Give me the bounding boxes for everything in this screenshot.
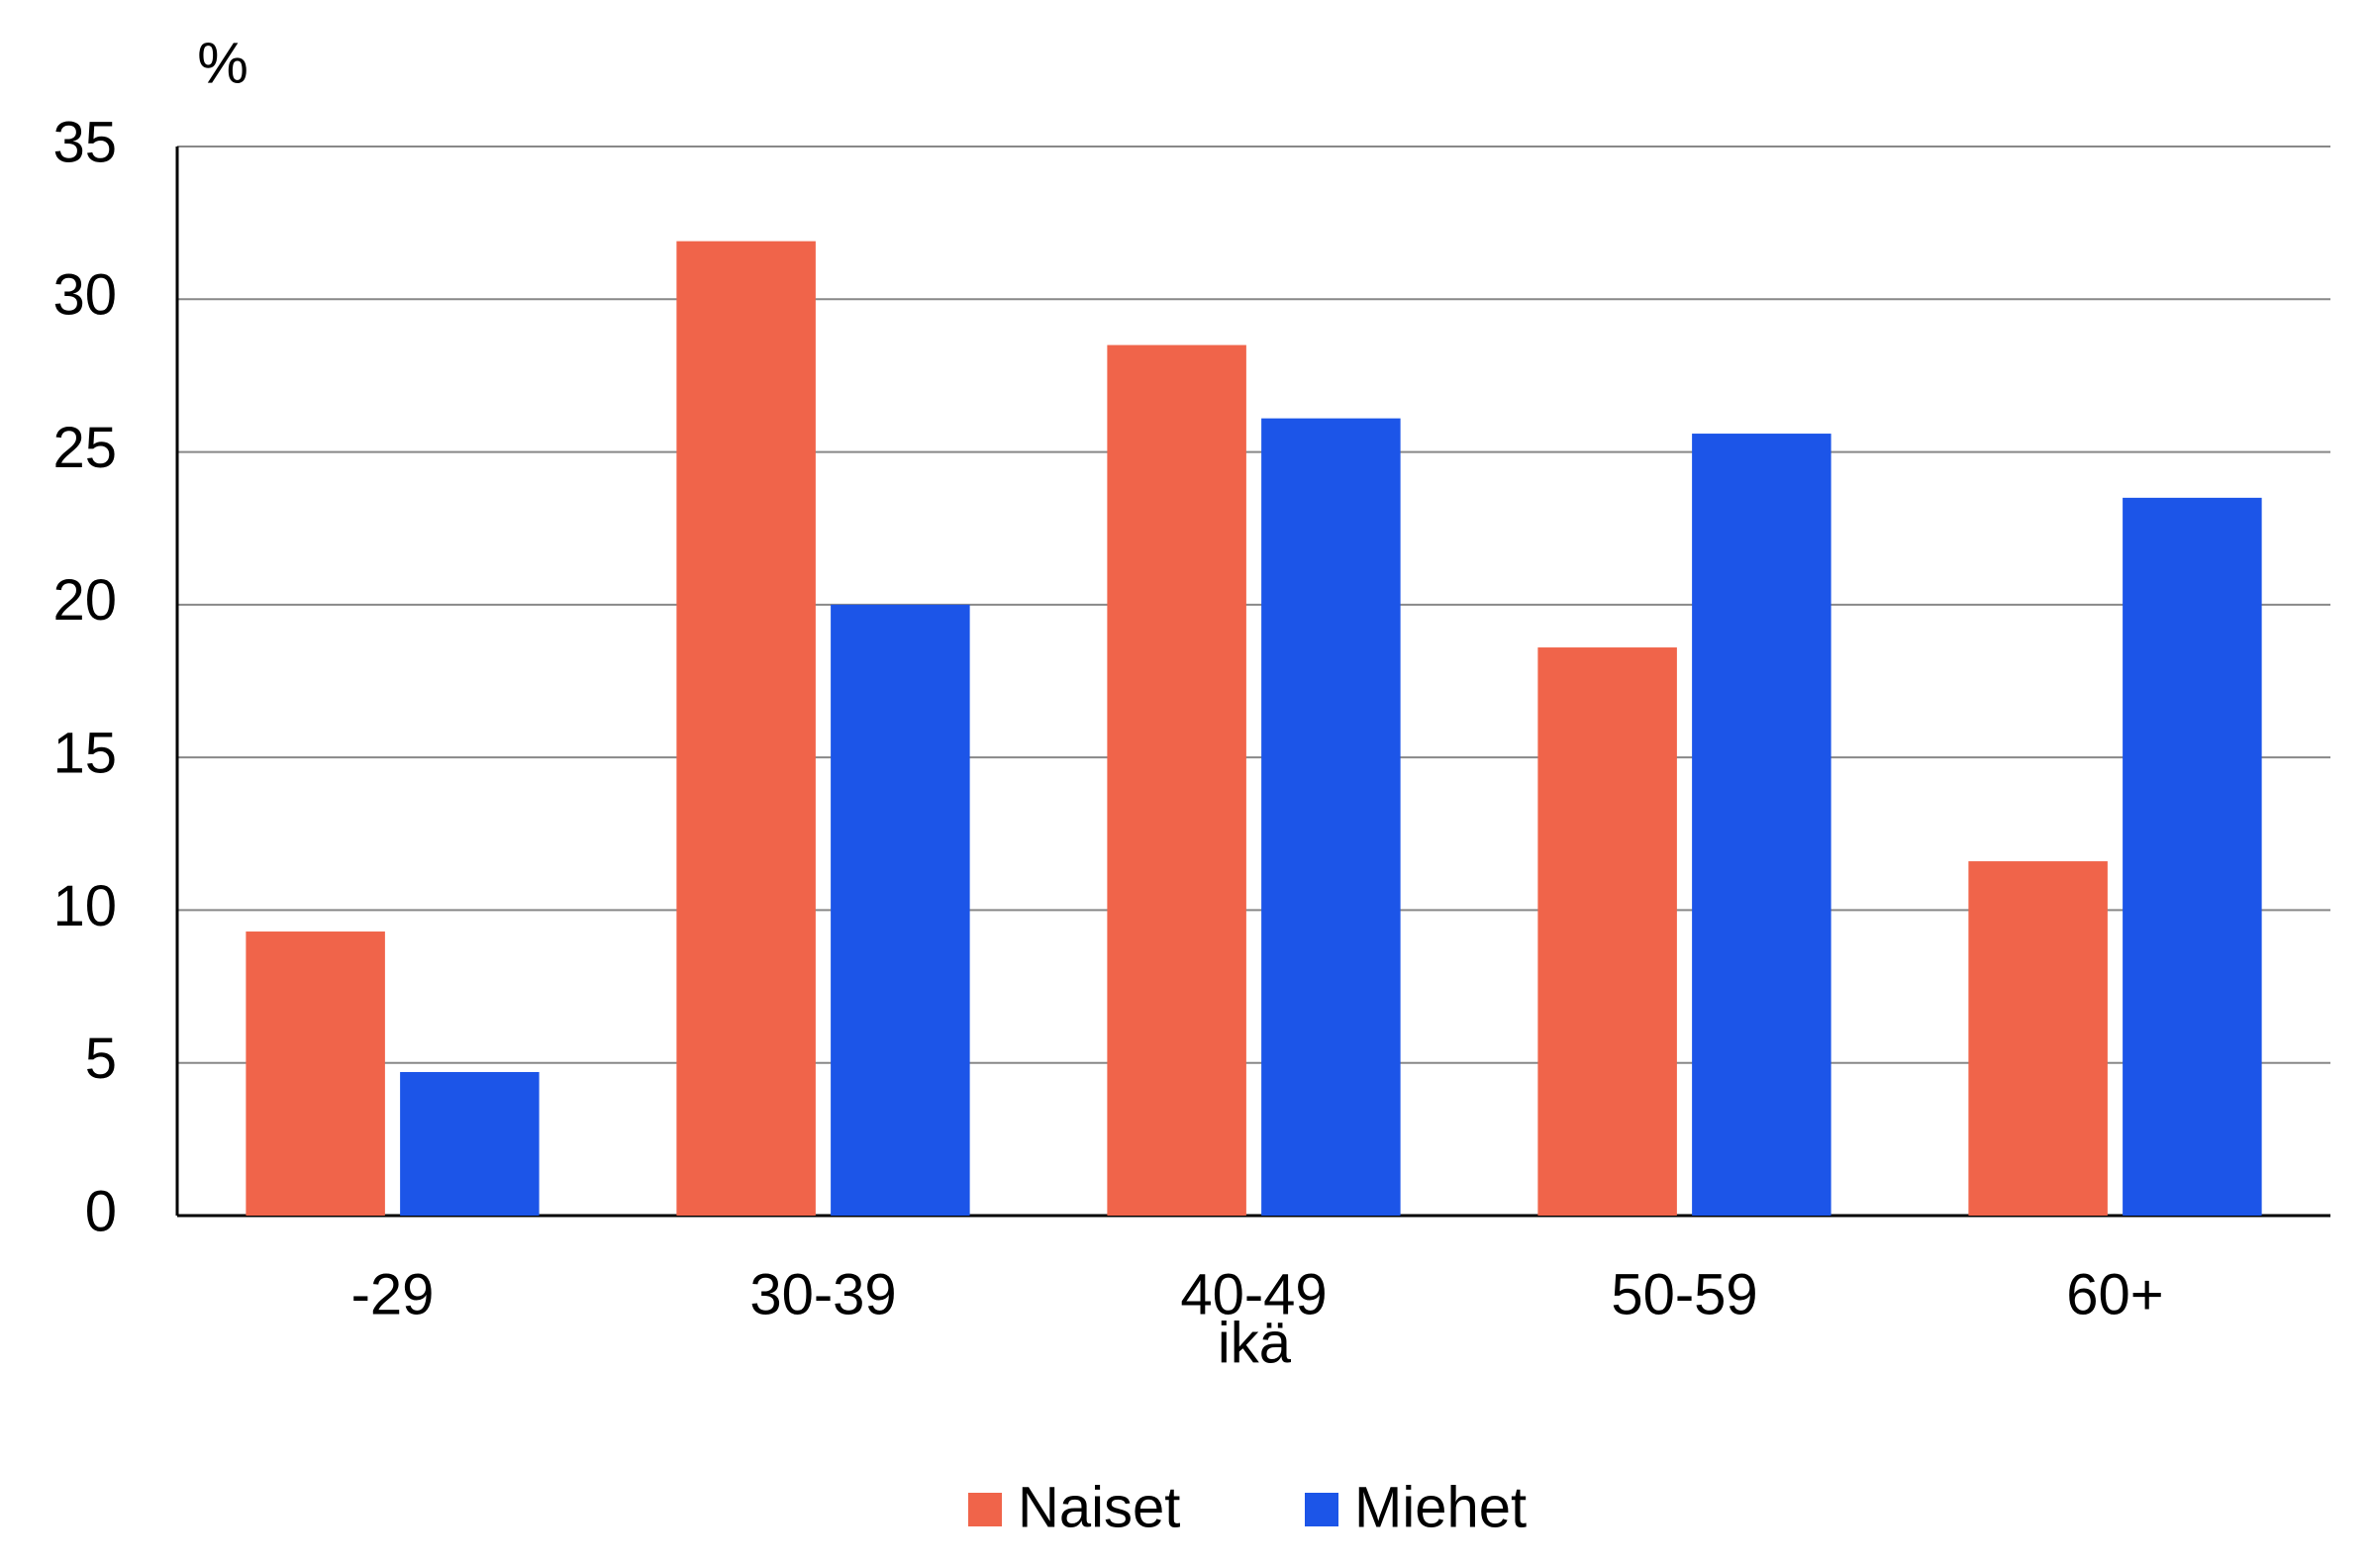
bar — [831, 604, 970, 1216]
bar — [400, 1071, 540, 1216]
x-tick-label: 50-59 — [1611, 1262, 1757, 1326]
bar — [1107, 344, 1246, 1217]
y-tick-label: 30 — [52, 263, 117, 328]
bar — [246, 931, 385, 1216]
x-tick-label: 60+ — [2066, 1262, 2163, 1326]
bar — [1692, 434, 1831, 1216]
bar — [1261, 418, 1401, 1217]
x-tick-label: 40-49 — [1180, 1262, 1327, 1326]
y-axis-label: % — [197, 31, 248, 95]
y-tick-label: 0 — [85, 1179, 117, 1243]
y-tick-label: 5 — [85, 1027, 117, 1091]
bar — [2123, 497, 2262, 1216]
bar — [1968, 861, 2108, 1216]
legend-swatch — [968, 1493, 1002, 1526]
y-tick-label: 25 — [52, 416, 117, 480]
bar — [676, 241, 816, 1216]
x-tick-label: -29 — [351, 1262, 435, 1326]
y-tick-label: 35 — [52, 110, 117, 174]
legend-label: Naiset — [1018, 1475, 1180, 1539]
y-tick-label: 20 — [52, 568, 117, 633]
legend-swatch — [1305, 1493, 1338, 1526]
bar — [1537, 647, 1677, 1216]
x-tick-label: 30-39 — [749, 1262, 896, 1326]
y-tick-label: 15 — [52, 721, 117, 785]
legend-label: Miehet — [1354, 1475, 1527, 1539]
y-tick-label: 10 — [52, 874, 117, 938]
x-axis-label: ikä — [1218, 1311, 1292, 1375]
